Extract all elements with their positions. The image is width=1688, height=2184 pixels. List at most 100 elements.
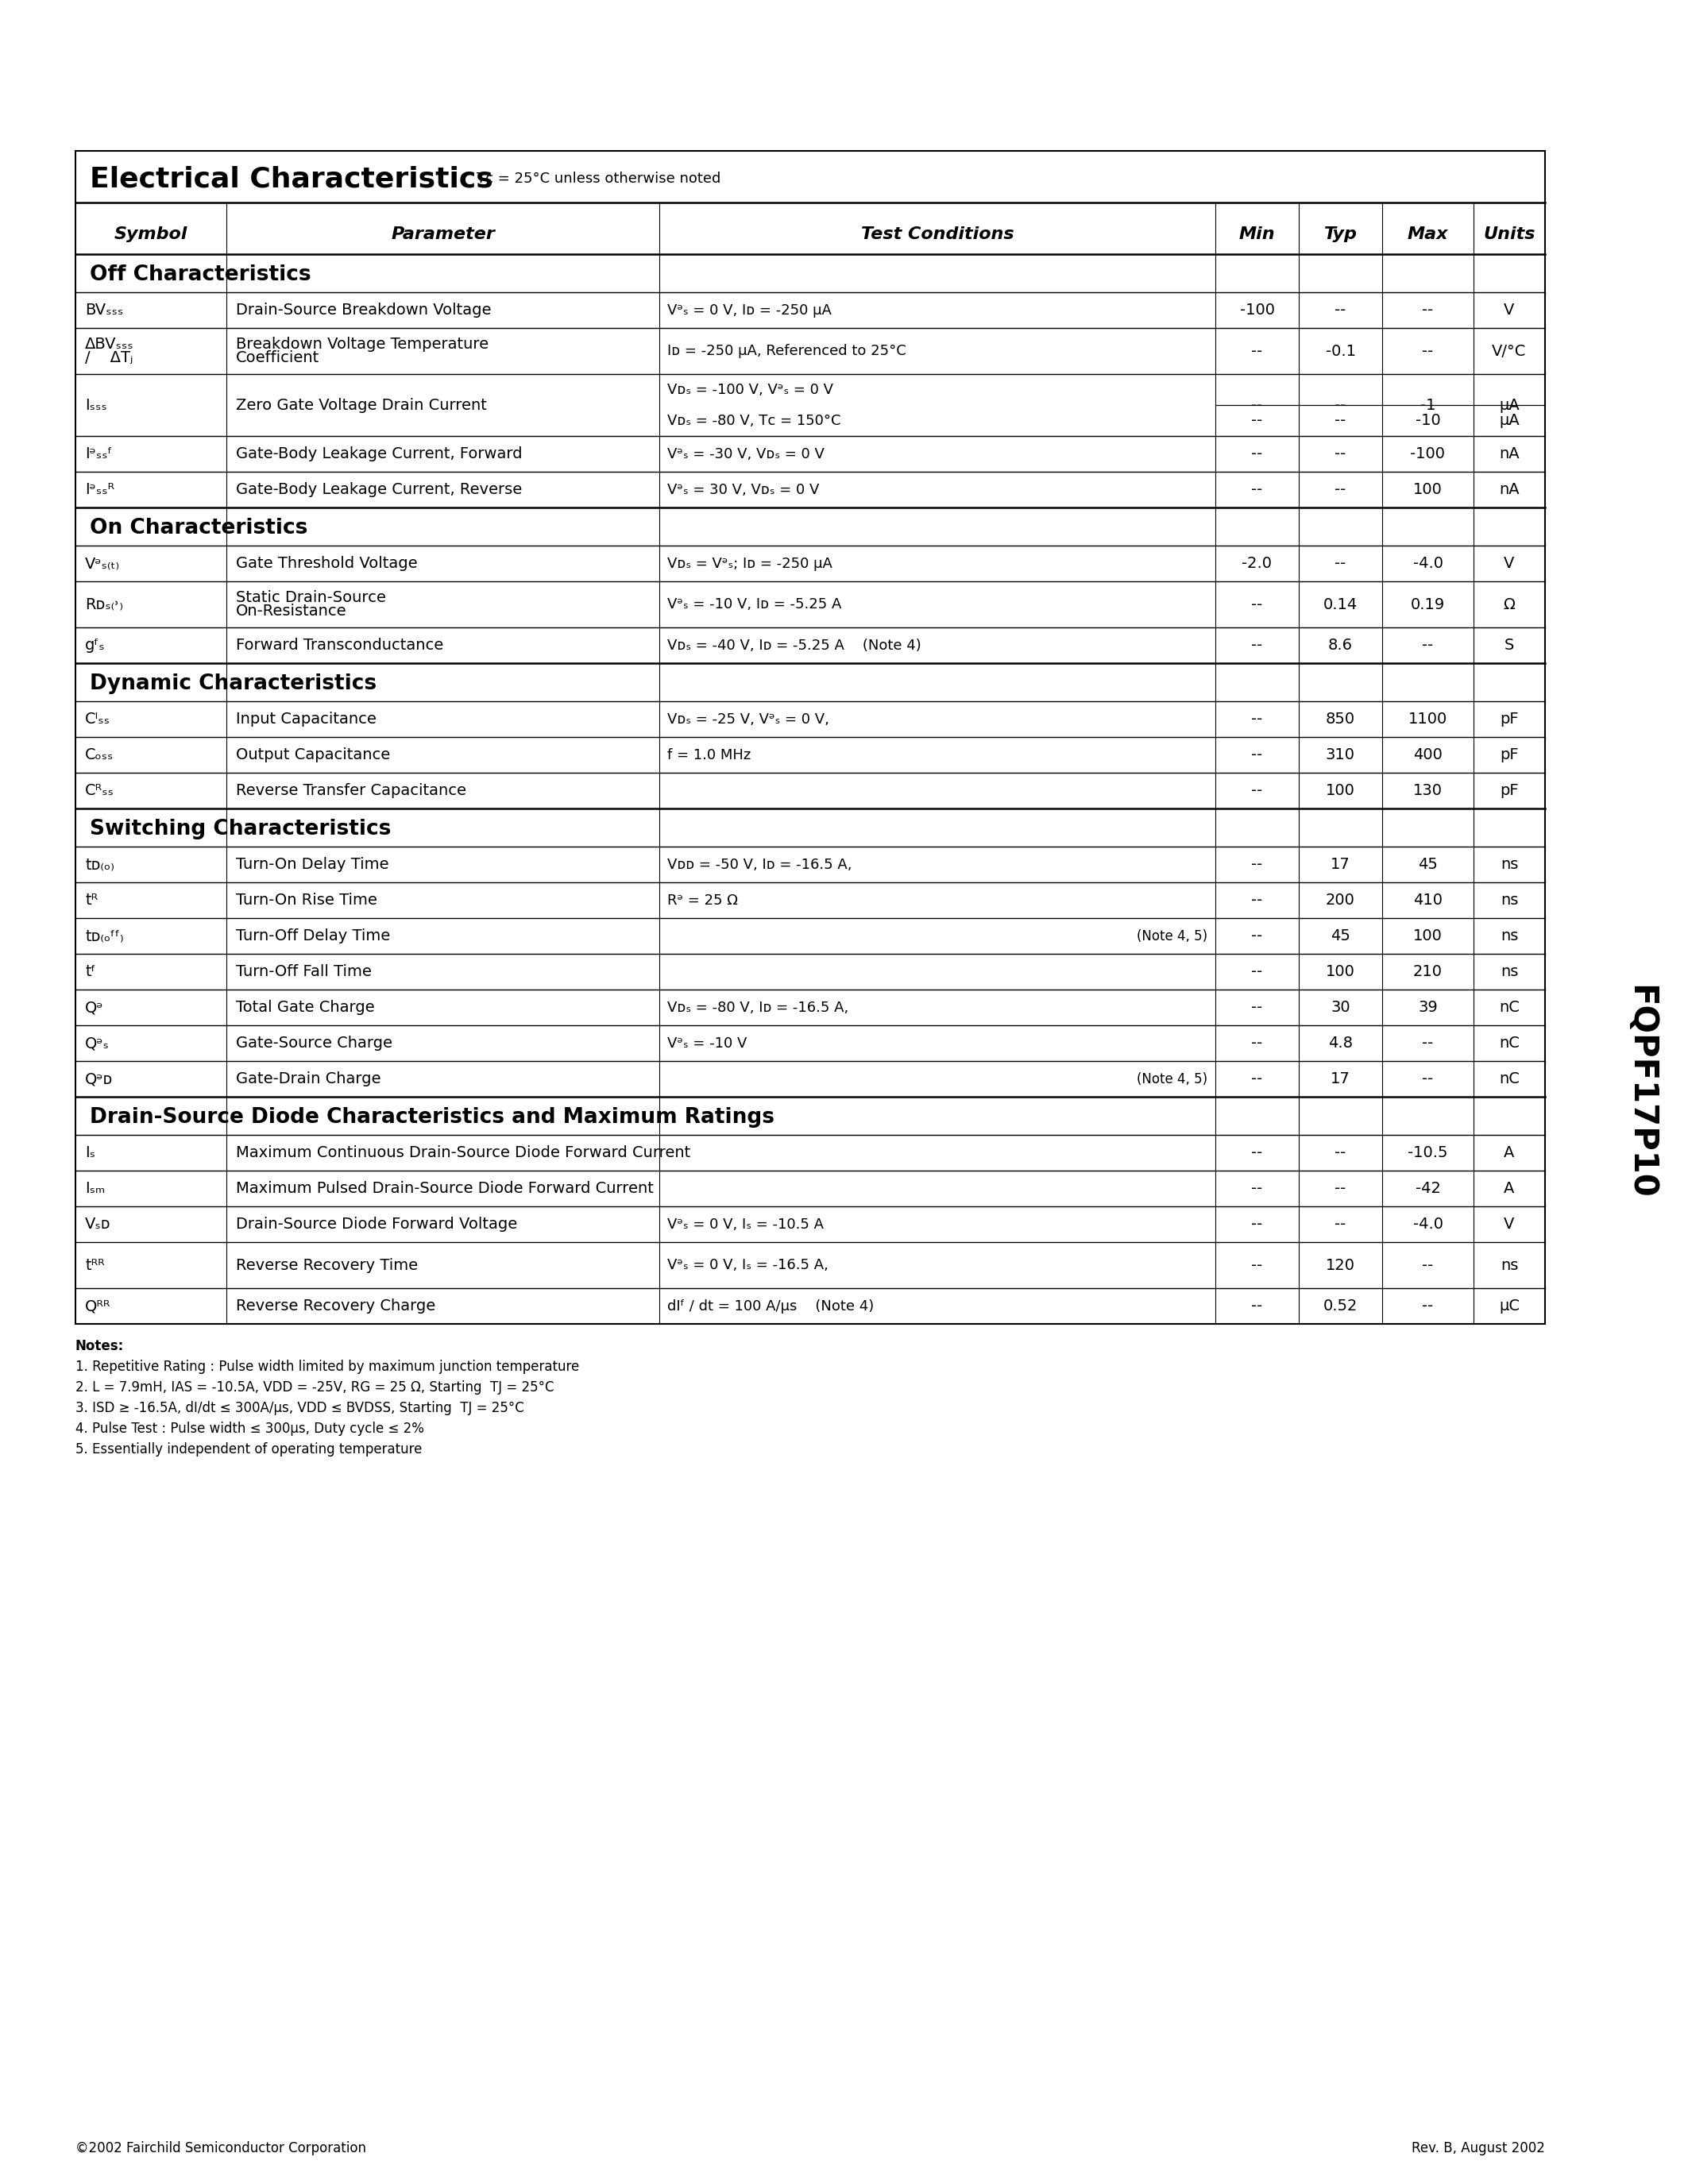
Text: Coefficient: Coefficient	[236, 349, 319, 365]
Text: 2. L = 7.9mH, IAS = -10.5A, VDD = -25V, RG = 25 Ω, Starting  TJ = 25°C: 2. L = 7.9mH, IAS = -10.5A, VDD = -25V, …	[76, 1380, 554, 1396]
Text: Breakdown Voltage Temperature: Breakdown Voltage Temperature	[236, 336, 488, 352]
Text: (Note 4, 5): (Note 4, 5)	[1136, 1072, 1207, 1085]
Text: -4.0: -4.0	[1413, 1216, 1443, 1232]
Text: ns: ns	[1501, 893, 1518, 909]
Text: ns: ns	[1501, 1258, 1518, 1273]
Text: Maximum Continuous Drain-Source Diode Forward Current: Maximum Continuous Drain-Source Diode Fo…	[236, 1144, 690, 1160]
Text: Iₛₛₛ: Iₛₛₛ	[84, 397, 106, 413]
Text: Dynamic Characteristics: Dynamic Characteristics	[89, 675, 376, 695]
Text: 8.6: 8.6	[1328, 638, 1352, 653]
Text: Vᵊₛ = 0 V, Iₛ = -16.5 A,: Vᵊₛ = 0 V, Iₛ = -16.5 A,	[667, 1258, 829, 1273]
Text: nA: nA	[1499, 483, 1519, 498]
Text: S: S	[1504, 638, 1514, 653]
Text: --: --	[1251, 397, 1263, 413]
Text: Vᵊₛ₍ₜ₎: Vᵊₛ₍ₜ₎	[84, 557, 120, 570]
Text: Gate Threshold Voltage: Gate Threshold Voltage	[236, 557, 417, 570]
Text: --: --	[1335, 483, 1345, 498]
Text: --: --	[1251, 963, 1263, 978]
Text: Iₛ: Iₛ	[84, 1144, 95, 1160]
Text: 39: 39	[1418, 1000, 1438, 1016]
Text: -10.5: -10.5	[1408, 1144, 1448, 1160]
Text: f = 1.0 MHz: f = 1.0 MHz	[667, 747, 751, 762]
Text: ns: ns	[1501, 856, 1518, 871]
Text: (Note 4, 5): (Note 4, 5)	[1136, 928, 1207, 943]
Text: Units: Units	[1484, 227, 1536, 242]
Text: --: --	[1335, 413, 1345, 428]
Text: Drain-Source Diode Characteristics and Maximum Ratings: Drain-Source Diode Characteristics and M…	[89, 1107, 775, 1129]
Text: V/°C: V/°C	[1492, 343, 1526, 358]
Text: --: --	[1423, 638, 1433, 653]
Text: Cₒₛₛ: Cₒₛₛ	[84, 747, 113, 762]
Text: Rev. B, August 2002: Rev. B, August 2002	[1411, 2140, 1545, 2156]
Text: 17: 17	[1330, 1072, 1350, 1085]
Text: --: --	[1251, 1000, 1263, 1016]
Text: 120: 120	[1325, 1258, 1355, 1273]
Text: Vᴅₛ = -25 V, Vᵊₛ = 0 V,: Vᴅₛ = -25 V, Vᵊₛ = 0 V,	[667, 712, 829, 727]
Text: Turn-On Rise Time: Turn-On Rise Time	[236, 893, 376, 909]
Text: nC: nC	[1499, 1035, 1519, 1051]
Text: ΔBVₛₛₛ: ΔBVₛₛₛ	[84, 336, 133, 352]
Text: Static Drain-Source: Static Drain-Source	[236, 590, 387, 605]
Text: Qᵊ: Qᵊ	[84, 1000, 103, 1016]
Text: --: --	[1251, 928, 1263, 943]
Text: Vᵊₛ = -10 V: Vᵊₛ = -10 V	[667, 1035, 748, 1051]
Text: Test Conditions: Test Conditions	[861, 227, 1014, 242]
Text: Notes:: Notes:	[76, 1339, 125, 1354]
Text: Vᴅₛ = -80 V, Tᴄ = 150°C: Vᴅₛ = -80 V, Tᴄ = 150°C	[667, 413, 841, 428]
Text: --: --	[1251, 483, 1263, 498]
Text: 4. Pulse Test : Pulse width ≤ 300μs, Duty cycle ≤ 2%: 4. Pulse Test : Pulse width ≤ 300μs, Dut…	[76, 1422, 424, 1435]
Text: pF: pF	[1501, 712, 1519, 727]
Text: μA: μA	[1499, 397, 1519, 413]
Text: Reverse Recovery Charge: Reverse Recovery Charge	[236, 1299, 436, 1313]
Text: --: --	[1251, 747, 1263, 762]
Text: dIᶠ / dt = 100 A/μs    (Note 4): dIᶠ / dt = 100 A/μs (Note 4)	[667, 1299, 874, 1313]
Text: Vᴅₛ = -100 V, Vᵊₛ = 0 V: Vᴅₛ = -100 V, Vᵊₛ = 0 V	[667, 382, 834, 397]
Text: --: --	[1423, 1035, 1433, 1051]
Text: On-Resistance: On-Resistance	[236, 603, 346, 618]
Text: -1: -1	[1420, 397, 1435, 413]
Text: 100: 100	[1325, 784, 1355, 797]
Text: Turn-Off Fall Time: Turn-Off Fall Time	[236, 963, 371, 978]
Text: 410: 410	[1413, 893, 1443, 909]
Text: gᶠₛ: gᶠₛ	[84, 638, 105, 653]
Text: --: --	[1251, 856, 1263, 871]
Text: -42: -42	[1415, 1182, 1440, 1197]
Text: tᴿᴿ: tᴿᴿ	[84, 1258, 105, 1273]
Text: ©2002 Fairchild Semiconductor Corporation: ©2002 Fairchild Semiconductor Corporatio…	[76, 2140, 366, 2156]
Text: --: --	[1423, 1072, 1433, 1085]
Text: 130: 130	[1413, 784, 1443, 797]
Text: --: --	[1335, 1182, 1345, 1197]
Text: --: --	[1251, 1258, 1263, 1273]
Text: -2.0: -2.0	[1242, 557, 1273, 570]
Text: nC: nC	[1499, 1072, 1519, 1085]
Text: 1100: 1100	[1408, 712, 1447, 727]
Text: Symbol: Symbol	[115, 227, 187, 242]
Text: --: --	[1251, 712, 1263, 727]
Text: --: --	[1251, 343, 1263, 358]
Text: pF: pF	[1501, 747, 1519, 762]
Text: Turn-Off Delay Time: Turn-Off Delay Time	[236, 928, 390, 943]
Text: --: --	[1251, 638, 1263, 653]
Text: Vₛᴅ: Vₛᴅ	[84, 1216, 111, 1232]
Text: FQPF17P10: FQPF17P10	[1624, 985, 1658, 1199]
Text: Vᴅᴅ = -50 V, Iᴅ = -16.5 A,: Vᴅᴅ = -50 V, Iᴅ = -16.5 A,	[667, 858, 852, 871]
Text: 45: 45	[1418, 856, 1438, 871]
Text: BVₛₛₛ: BVₛₛₛ	[84, 304, 123, 317]
Text: --: --	[1251, 1182, 1263, 1197]
Text: --: --	[1251, 413, 1263, 428]
Text: Gate-Body Leakage Current, Forward: Gate-Body Leakage Current, Forward	[236, 446, 522, 461]
Text: 100: 100	[1413, 483, 1443, 498]
Text: 45: 45	[1330, 928, 1350, 943]
Text: -10: -10	[1415, 413, 1440, 428]
Text: Reverse Recovery Time: Reverse Recovery Time	[236, 1258, 419, 1273]
Text: ns: ns	[1501, 928, 1518, 943]
Text: V: V	[1504, 304, 1514, 317]
Text: Iᵊₛₛᶠ: Iᵊₛₛᶠ	[84, 446, 113, 461]
Text: nC: nC	[1499, 1000, 1519, 1016]
Text: Off Characteristics: Off Characteristics	[89, 264, 311, 286]
Text: 30: 30	[1330, 1000, 1350, 1016]
Text: Forward Transconductance: Forward Transconductance	[236, 638, 444, 653]
Text: --: --	[1423, 1299, 1433, 1313]
Text: Vᴅₛ = Vᵊₛ; Iᴅ = -250 μA: Vᴅₛ = Vᵊₛ; Iᴅ = -250 μA	[667, 557, 832, 570]
Text: 210: 210	[1413, 963, 1443, 978]
